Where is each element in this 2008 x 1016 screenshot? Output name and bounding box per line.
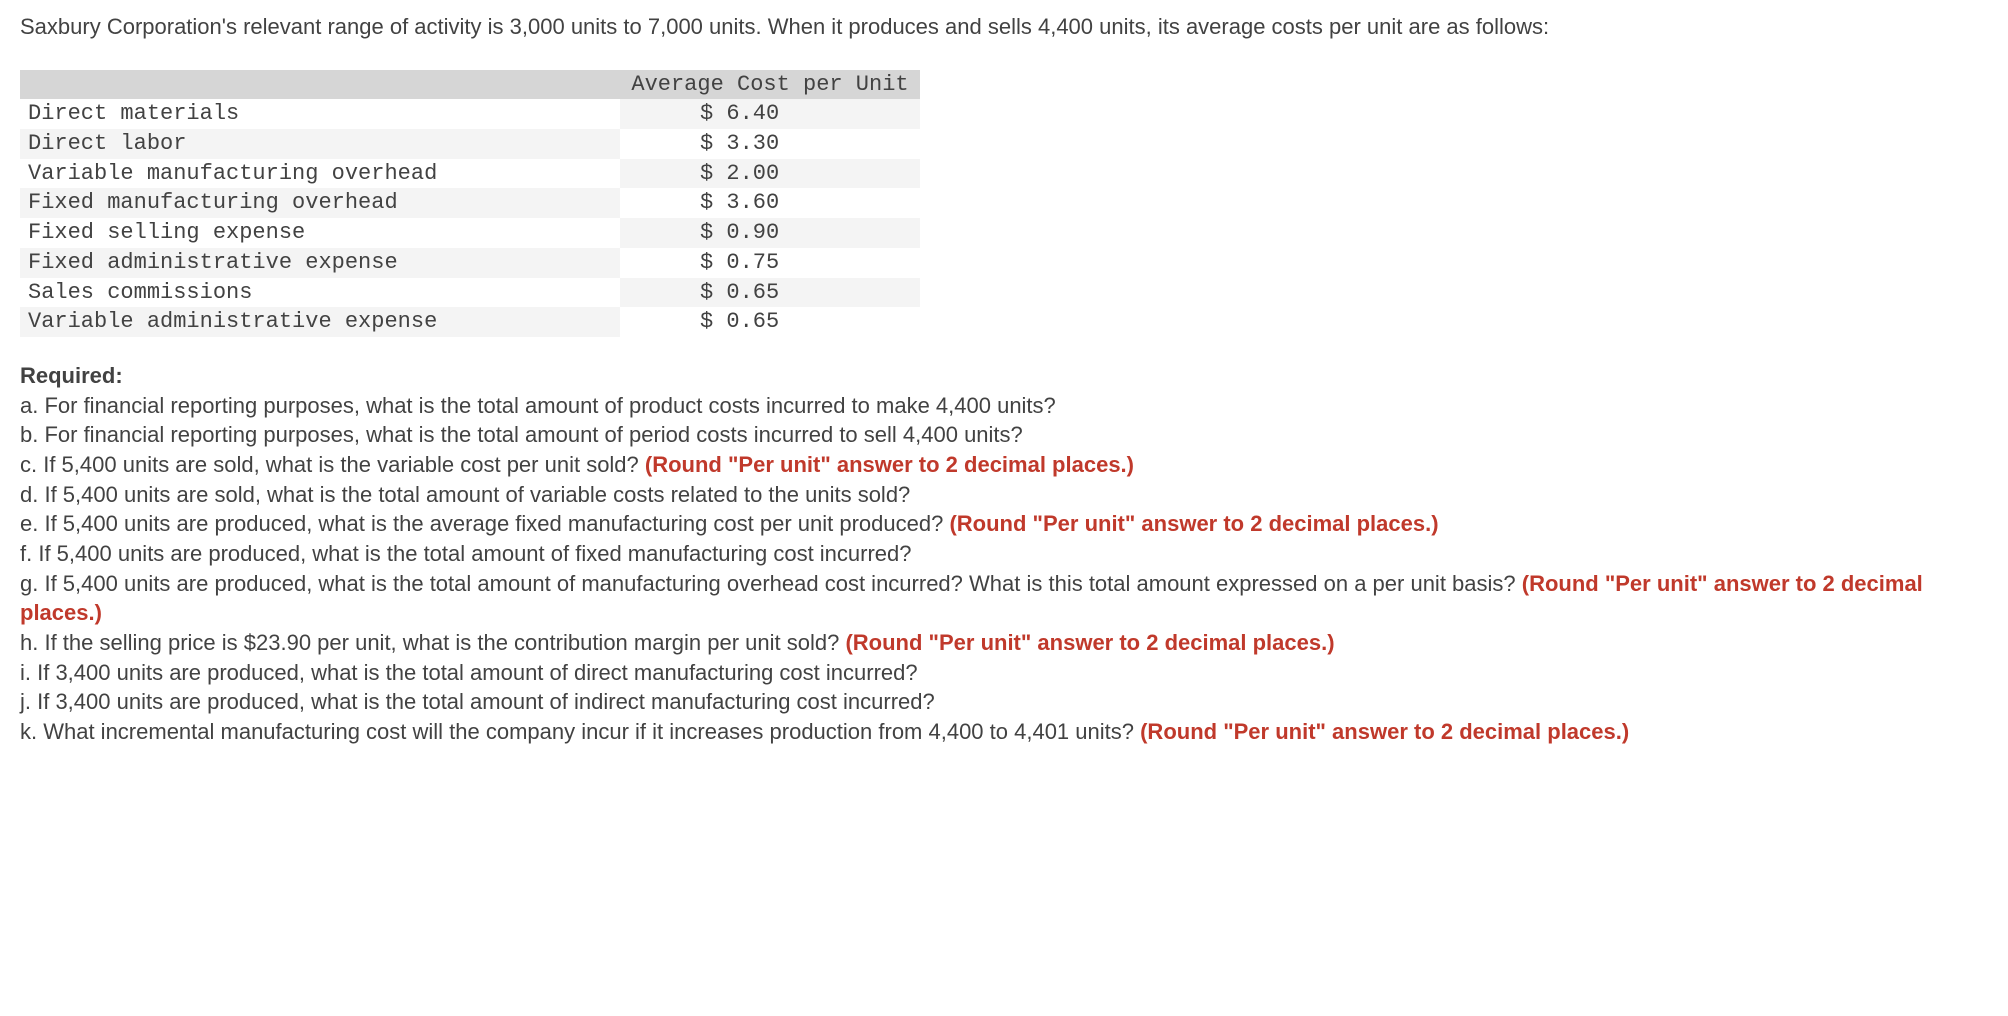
cost-value: $ 2.00 (620, 159, 920, 189)
question-j: j. If 3,400 units are produced, what is … (20, 687, 1988, 717)
question-k-hint: (Round "Per unit" answer to 2 decimal pl… (1140, 719, 1629, 744)
question-e-text: e. If 5,400 units are produced, what is … (20, 511, 949, 536)
table-header-blank (20, 70, 620, 100)
questions-list: a. For financial reporting purposes, wha… (20, 391, 1988, 747)
cost-label: Variable manufacturing overhead (20, 159, 620, 189)
cost-label: Variable administrative expense (20, 307, 620, 337)
question-c-hint: (Round "Per unit" answer to 2 decimal pl… (645, 452, 1134, 477)
question-h: h. If the selling price is $23.90 per un… (20, 628, 1988, 658)
table-row: Variable administrative expense$ 0.65 (20, 307, 920, 337)
table-row: Fixed administrative expense$ 0.75 (20, 248, 920, 278)
cost-value: $ 0.90 (620, 218, 920, 248)
table-row: Direct materials$ 6.40 (20, 99, 920, 129)
question-c-text: c. If 5,400 units are sold, what is the … (20, 452, 645, 477)
table-row: Fixed selling expense$ 0.90 (20, 218, 920, 248)
cost-label: Sales commissions (20, 278, 620, 308)
table-row: Direct labor$ 3.30 (20, 129, 920, 159)
question-f: f. If 5,400 units are produced, what is … (20, 539, 1988, 569)
cost-label: Direct materials (20, 99, 620, 129)
cost-value: $ 6.40 (620, 99, 920, 129)
question-i: i. If 3,400 units are produced, what is … (20, 658, 1988, 688)
question-g-text: g. If 5,400 units are produced, what is … (20, 571, 1522, 596)
table-row: Sales commissions$ 0.65 (20, 278, 920, 308)
cost-label: Fixed manufacturing overhead (20, 188, 620, 218)
cost-value: $ 0.75 (620, 248, 920, 278)
question-b: b. For financial reporting purposes, wha… (20, 420, 1988, 450)
question-g: g. If 5,400 units are produced, what is … (20, 569, 1988, 628)
cost-label: Fixed administrative expense (20, 248, 620, 278)
table-row: Fixed manufacturing overhead$ 3.60 (20, 188, 920, 218)
question-k: k. What incremental manufacturing cost w… (20, 717, 1988, 747)
question-d: d. If 5,400 units are sold, what is the … (20, 480, 1988, 510)
cost-value: $ 3.30 (620, 129, 920, 159)
question-e: e. If 5,400 units are produced, what is … (20, 509, 1988, 539)
cost-value: $ 0.65 (620, 278, 920, 308)
question-k-text: k. What incremental manufacturing cost w… (20, 719, 1140, 744)
cost-label: Fixed selling expense (20, 218, 620, 248)
table-header-text: Average Cost per Unit (628, 70, 912, 100)
question-c: c. If 5,400 units are sold, what is the … (20, 450, 1988, 480)
question-e-hint: (Round "Per unit" answer to 2 decimal pl… (949, 511, 1438, 536)
cost-label: Direct labor (20, 129, 620, 159)
table-row: Variable manufacturing overhead$ 2.00 (20, 159, 920, 189)
question-h-hint: (Round "Per unit" answer to 2 decimal pl… (845, 630, 1334, 655)
cost-table: Average Cost per Unit Direct materials$ … (20, 70, 920, 337)
question-a: a. For financial reporting purposes, wha… (20, 391, 1988, 421)
cost-value: $ 3.60 (620, 188, 920, 218)
problem-intro: Saxbury Corporation's relevant range of … (20, 12, 1988, 42)
question-h-text: h. If the selling price is $23.90 per un… (20, 630, 845, 655)
cost-value: $ 0.65 (620, 307, 920, 337)
table-header-cost: Average Cost per Unit (620, 70, 920, 100)
required-heading: Required: (20, 361, 1988, 391)
